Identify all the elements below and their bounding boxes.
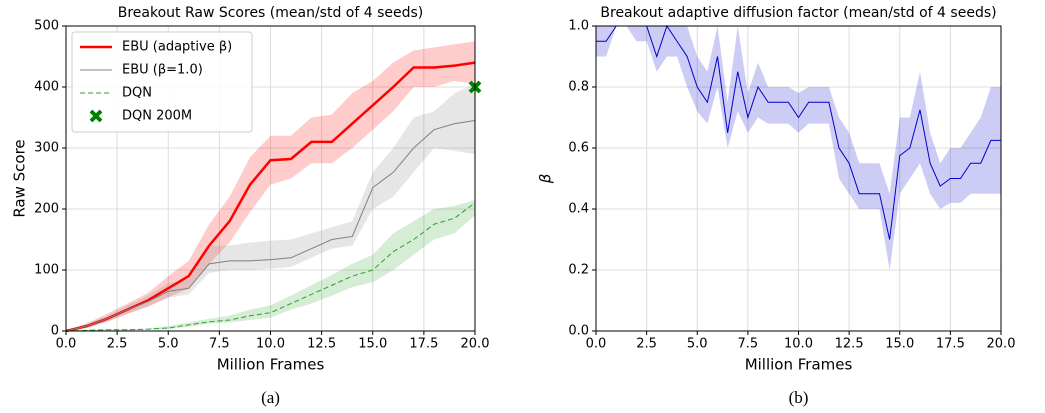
axes-frame [595,25,1002,332]
y-tick-label: 0 [51,324,59,339]
x-tick-label: 2.5 [636,337,657,352]
caption: (b) [789,388,809,407]
y-axis-label: β [537,173,555,184]
legend-label: DQN 200M [122,109,192,124]
x-tick-label: 5.0 [158,337,179,352]
legend-marker [89,109,103,123]
series-line [65,120,476,332]
std-band [66,41,475,331]
y-tick-label: 0.6 [568,141,589,156]
x-tick-label: 7.5 [209,337,230,352]
y-tick-label: 0.4 [568,202,589,217]
x-tick-label: 7.5 [738,337,759,352]
axes-frame [65,25,476,332]
x-tick-label: 5.0 [687,337,708,352]
x-tick-label: 12.5 [307,337,336,352]
y-tick-label: 0.8 [568,80,589,95]
y-tick-label: 400 [34,80,59,95]
y-tick-label: 500 [34,19,59,34]
y-tick-label: 300 [34,141,59,156]
series-line [596,24,1001,240]
legend-label: DQN [122,86,152,101]
y-tick-label: 0.2 [568,263,589,278]
x-tick-label: 0.0 [56,337,77,352]
x-tick-label: 20.0 [987,337,1016,352]
x-axis-label: Million Frames [745,356,853,374]
x-tick-label: 0.0 [586,337,607,352]
std-band [66,199,475,331]
x-tick-label: 17.5 [936,337,965,352]
x-tick-label: 10.0 [784,337,813,352]
x-tick-label: 15.0 [358,337,387,352]
chart-title: Breakout adaptive diffusion factor (mean… [600,5,996,21]
y-tick-label: 200 [34,202,59,217]
x-tick-label: 10.0 [256,337,285,352]
x-tick-label: 17.5 [409,337,438,352]
y-tick-label: 1.0 [568,19,589,34]
legend-label: EBU (adaptive β) [122,40,232,55]
chart-title: Breakout Raw Scores (mean/std of 4 seeds… [118,5,424,21]
x-tick-label: 15.0 [885,337,914,352]
caption: (a) [261,388,280,407]
y-axis-label: Raw Score [11,139,29,217]
y-tick-label: 0.0 [568,324,589,339]
legend-box [71,31,253,133]
series-line [65,202,476,332]
x-tick-label: 2.5 [107,337,128,352]
x-tick-label: 20.0 [461,337,490,352]
x-axis-label: Million Frames [217,356,325,374]
y-tick-label: 100 [34,263,59,278]
legend-label: EBU (β=1.0) [122,63,203,78]
x-tick-label: 12.5 [835,337,864,352]
